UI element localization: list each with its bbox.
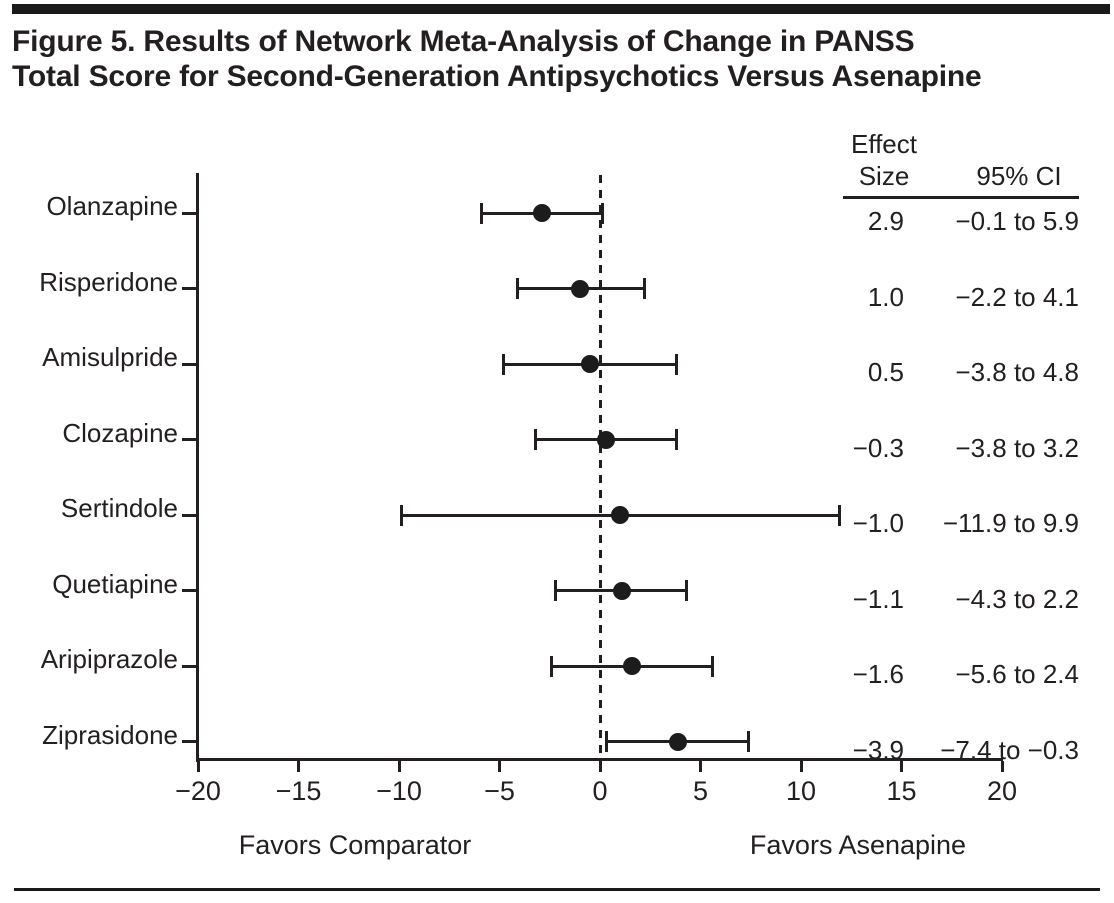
x-axis-tick-label-20: 20 bbox=[986, 776, 1018, 806]
effect-size-value-olanzapine: 2.9 bbox=[867, 206, 904, 236]
row-axis-tick-sertindole bbox=[182, 513, 197, 517]
ci-value-aripiprazole: −5.6 to 2.4 bbox=[955, 659, 1079, 690]
zero-reference-dashed-line bbox=[599, 175, 602, 772]
row-label-clozapine: Clozapine bbox=[62, 417, 178, 448]
row-label-ziprasidone: Ziprasidone bbox=[42, 719, 178, 750]
ci-value-sertindole: −11.9 to 9.9 bbox=[942, 508, 1079, 539]
effect-size-value-aripiprazole: −1.6 bbox=[852, 659, 904, 690]
point-estimate-marker-quetiapine bbox=[613, 581, 632, 600]
row-axis-tick-aripiprazole bbox=[182, 664, 197, 668]
ci-cap-upper-aripiprazole bbox=[711, 655, 715, 677]
x-axis-tick-label-15: 15 bbox=[886, 776, 917, 806]
x-axis-tick-−20 bbox=[196, 761, 200, 772]
ci-cap-upper-ziprasidone bbox=[747, 731, 751, 753]
x-axis-tick-5 bbox=[699, 761, 702, 772]
ci-cap-lower-aripiprazole bbox=[550, 655, 554, 677]
point-estimate-marker-amisulpride bbox=[580, 355, 599, 374]
ci-cap-lower-risperidone bbox=[516, 278, 520, 300]
row-axis-tick-ziprasidone bbox=[182, 740, 197, 744]
x-axis-tick-15 bbox=[900, 761, 903, 772]
x-axis-tick-−15 bbox=[297, 761, 300, 772]
effect-size-value-risperidone: 1.0 bbox=[867, 281, 904, 312]
effect-size-value-amisulpride: 0.5 bbox=[867, 357, 904, 388]
x-axis-tick-label-−20: −20 bbox=[175, 776, 221, 806]
row-axis-tick-risperidone bbox=[182, 287, 197, 291]
effect-size-value-sertindole: −1.0 bbox=[852, 508, 904, 539]
row-label-aripiprazole: Aripiprazole bbox=[40, 644, 178, 675]
ci-cap-upper-sertindole bbox=[837, 504, 841, 526]
ci-value-clozapine: −3.8 to 3.2 bbox=[955, 432, 1079, 463]
ci-value-risperidone: −2.2 to 4.1 bbox=[955, 281, 1079, 312]
row-axis-tick-clozapine bbox=[182, 438, 197, 442]
row-axis-tick-quetiapine bbox=[182, 589, 197, 593]
x-axis-tick-label-−15: −15 bbox=[275, 776, 322, 806]
column-header-size: Size bbox=[858, 161, 910, 191]
ci-value-olanzapine: −0.1 to 5.9 bbox=[955, 206, 1079, 236]
figure-title-line1: Figure 5. Results of Network Meta-Analys… bbox=[12, 25, 915, 58]
point-estimate-marker-risperidone bbox=[570, 279, 589, 298]
row-axis-tick-olanzapine bbox=[182, 211, 197, 215]
ci-cap-lower-amisulpride bbox=[502, 353, 506, 375]
y-axis-line bbox=[196, 173, 199, 762]
ci-value-quetiapine: −4.3 to 2.2 bbox=[955, 583, 1079, 614]
ci-cap-upper-olanzapine bbox=[600, 202, 604, 224]
row-label-quetiapine: Quetiapine bbox=[52, 568, 178, 599]
ci-cap-lower-sertindole bbox=[399, 504, 403, 526]
column-header-ci: 95% CI bbox=[976, 161, 1062, 191]
x-axis-tick-label-10: 10 bbox=[785, 776, 817, 806]
x-axis-tick-−10 bbox=[397, 761, 401, 772]
bottom-rule-bar bbox=[14, 888, 1100, 891]
ci-cap-lower-clozapine bbox=[534, 429, 538, 451]
figure-title-line2: Total Score for Second-Generation Antips… bbox=[12, 60, 982, 93]
row-label-sertindole: Sertindole bbox=[60, 493, 178, 524]
top-rule-bar bbox=[12, 4, 1110, 14]
ci-cap-lower-quetiapine bbox=[554, 580, 558, 602]
ci-value-amisulpride: −3.8 to 4.8 bbox=[955, 357, 1079, 388]
x-axis-tick-label-−5: −5 bbox=[484, 776, 515, 806]
x-axis-tick-label-0: 0 bbox=[592, 776, 608, 806]
ci-cap-upper-risperidone bbox=[642, 278, 646, 300]
point-estimate-marker-aripiprazole bbox=[623, 657, 642, 676]
ci-cap-upper-amisulpride bbox=[674, 353, 678, 375]
point-estimate-marker-sertindole bbox=[611, 506, 630, 525]
ci-cap-upper-quetiapine bbox=[684, 580, 688, 602]
point-estimate-marker-ziprasidone bbox=[669, 732, 688, 751]
point-estimate-marker-olanzapine bbox=[532, 204, 551, 222]
column-header-effect: Effect bbox=[850, 129, 917, 159]
x-axis-tick-−5 bbox=[498, 761, 501, 772]
column-header-rule bbox=[843, 196, 1079, 199]
row-axis-tick-amisulpride bbox=[182, 362, 197, 366]
point-estimate-marker-clozapine bbox=[597, 430, 616, 449]
x-axis-label-right: Favors Asenapine bbox=[749, 830, 967, 860]
x-axis-tick-20 bbox=[1000, 761, 1004, 772]
ci-value-ziprasidone: −7.4 to −0.3 bbox=[940, 734, 1079, 765]
x-axis-tick-label-−10: −10 bbox=[376, 776, 422, 806]
x-axis-tick-10 bbox=[799, 761, 803, 772]
ci-cap-lower-ziprasidone bbox=[604, 731, 608, 753]
x-axis-tick-0 bbox=[598, 761, 602, 772]
row-label-amisulpride: Amisulpride bbox=[42, 342, 178, 373]
x-axis-tick-label-5: 5 bbox=[692, 776, 709, 806]
effect-size-value-quetiapine: −1.1 bbox=[852, 583, 904, 614]
ci-cap-lower-olanzapine bbox=[479, 202, 483, 224]
figure-title: Figure 5. Results of Network Meta-Analys… bbox=[12, 24, 1114, 94]
effect-size-value-clozapine: −0.3 bbox=[852, 432, 904, 463]
ci-cap-upper-clozapine bbox=[674, 429, 678, 451]
row-label-risperidone: Risperidone bbox=[39, 266, 178, 297]
x-axis-label-left: Favors Comparator bbox=[238, 830, 472, 860]
effect-size-value-ziprasidone: −3.9 bbox=[852, 734, 904, 765]
row-label-olanzapine: Olanzapine bbox=[46, 191, 178, 221]
